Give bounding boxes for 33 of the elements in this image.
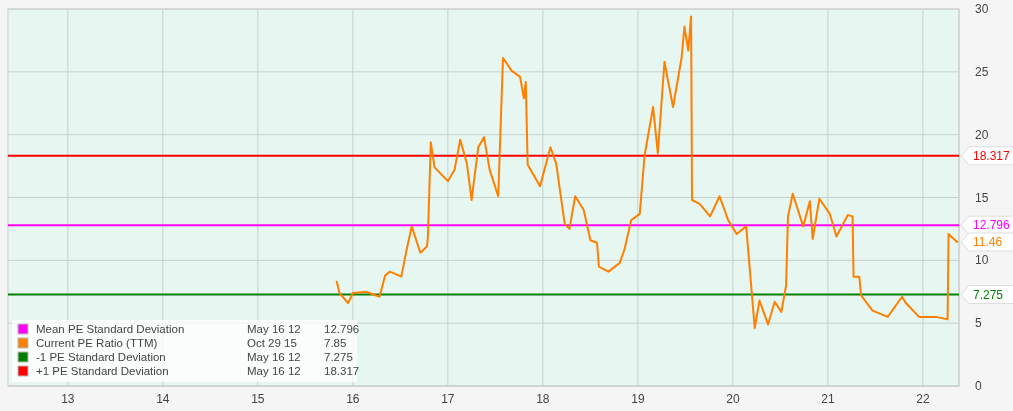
legend-label: +1 PE Standard Deviation: [36, 365, 169, 377]
y-tick-label: 10: [975, 253, 989, 268]
x-tick-label: 21: [821, 392, 835, 406]
legend-label: -1 PE Standard Deviation: [36, 351, 166, 363]
text: 12.796: [973, 218, 1011, 233]
annotation: 18.317: [324, 365, 360, 377]
x-tick-label: 15: [251, 392, 265, 406]
x-tick-label: 22: [916, 392, 930, 406]
x-tick-label: 13: [61, 392, 75, 406]
x-tick-label: 14: [156, 392, 170, 406]
annotation: Oct 29 15: [247, 337, 297, 349]
y-tick-label: 20: [975, 127, 989, 142]
text: 7.275: [973, 287, 1004, 302]
legend-label: Mean PE Standard Deviation: [36, 323, 185, 335]
annotation: May 16 12: [247, 351, 301, 363]
annotation: May 16 12: [247, 323, 301, 335]
y-tick-label: 25: [975, 64, 989, 79]
y-tick-label: 30: [975, 2, 989, 16]
annotation: 12.796: [324, 323, 360, 335]
x-tick-label: 19: [631, 392, 645, 406]
x-tick-label: 16: [346, 392, 360, 406]
x-tick-label: 17: [441, 392, 455, 406]
x-tick-label: 20: [726, 392, 740, 406]
annotation: May 16 12: [247, 365, 301, 377]
y-tick-label: 0: [975, 379, 982, 393]
y-tick-label: 15: [975, 190, 989, 205]
annotation: 7.85: [324, 337, 347, 349]
annotation: 7.275: [324, 351, 353, 363]
text: 18.317: [973, 148, 1011, 163]
text: 11.46: [973, 234, 1003, 249]
legend-label: Current PE Ratio (TTM): [36, 337, 158, 349]
x-tick-label: 18: [536, 392, 550, 406]
y-tick-label: 5: [975, 316, 982, 331]
